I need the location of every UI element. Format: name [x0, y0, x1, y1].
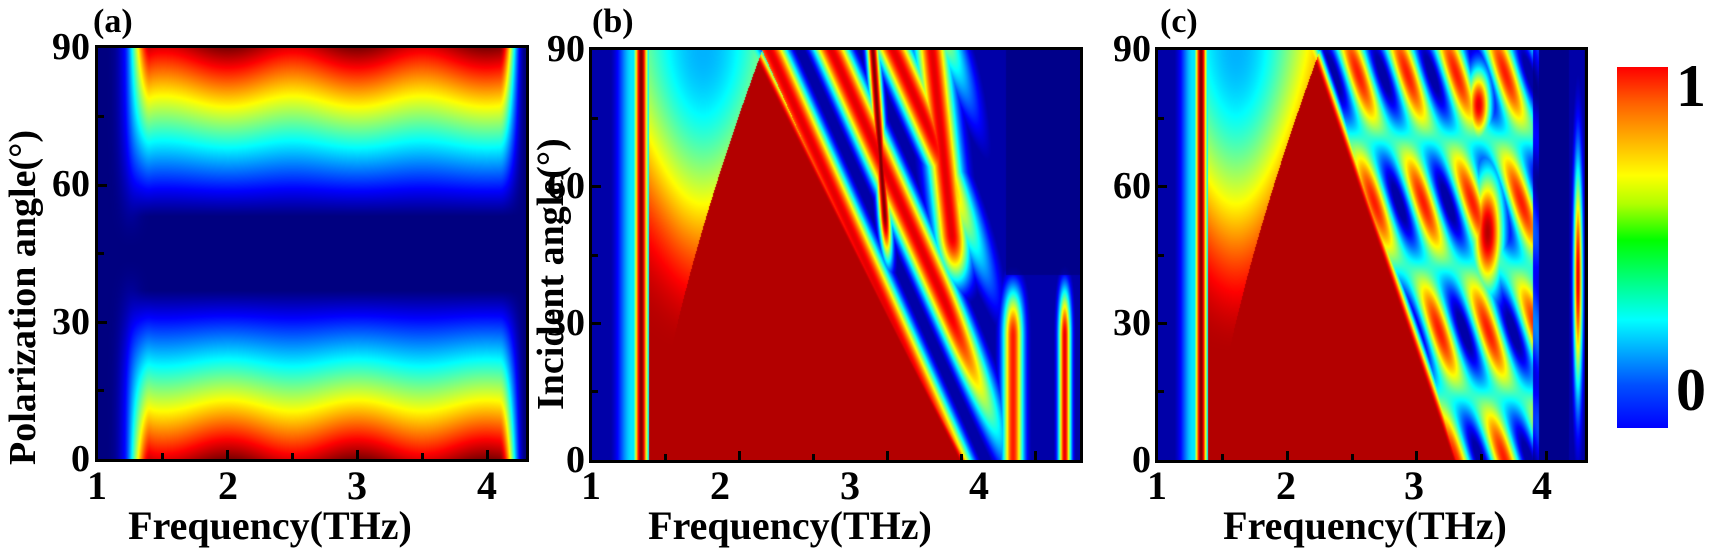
y-tick-mark — [1158, 253, 1164, 257]
heatmap-canvas-c — [1158, 50, 1585, 460]
xtick-4: 4 — [477, 463, 497, 508]
y-tick-mark — [1158, 390, 1164, 394]
ytick-60: 60 — [52, 163, 90, 205]
x-tick-mark — [812, 454, 816, 460]
heatmap-c — [1155, 47, 1588, 463]
ytick-90: 90 — [547, 28, 585, 70]
y-tick-mark — [592, 185, 601, 189]
ytick-60: 60 — [547, 165, 585, 207]
xtick-4: 4 — [969, 463, 989, 508]
x-axis-label-c: Frequency(THz) — [1223, 503, 1507, 548]
y-tick-mark — [1158, 321, 1167, 325]
xtick-3: 3 — [347, 463, 367, 508]
xtick-4: 4 — [1532, 463, 1552, 508]
x-tick-mark — [1479, 454, 1483, 460]
ytick-30: 30 — [1113, 302, 1151, 344]
ytick-0: 0 — [566, 439, 585, 481]
ytick-0: 0 — [71, 438, 90, 480]
x-tick-mark — [161, 453, 165, 459]
ytick-90: 90 — [52, 26, 90, 68]
panel-label-b: (b) — [592, 3, 634, 40]
ytick-30: 30 — [547, 302, 585, 344]
heatmap-a — [95, 45, 529, 462]
x-tick-mark — [1350, 454, 1354, 460]
y-axis-label-b: Incident angle(°) — [530, 138, 572, 410]
x-tick-mark — [664, 454, 668, 460]
panel-label-a: (a) — [93, 3, 133, 40]
y-tick-mark — [98, 183, 107, 187]
ytick-90: 90 — [1113, 28, 1151, 70]
heatmap-canvas-a — [98, 48, 526, 459]
x-tick-mark — [738, 451, 742, 460]
x-tick-mark — [1415, 451, 1419, 460]
y-tick-mark — [592, 321, 601, 325]
ytick-60: 60 — [1113, 165, 1151, 207]
colorbar-max-label: 1 — [1676, 53, 1706, 119]
ytick-0: 0 — [1132, 439, 1151, 481]
x-axis-label-b: Frequency(THz) — [648, 503, 932, 548]
xtick-3: 3 — [1404, 463, 1424, 508]
xtick-1: 1 — [581, 463, 601, 508]
x-tick-mark — [420, 453, 424, 459]
y-tick-mark — [98, 320, 107, 324]
xtick-2: 2 — [1276, 463, 1296, 508]
y-tick-mark — [98, 389, 104, 392]
ytick-30: 30 — [52, 301, 90, 343]
y-tick-mark — [1158, 116, 1164, 120]
x-tick-mark — [1034, 451, 1038, 460]
x-axis-label-a: Frequency(THz) — [128, 503, 412, 548]
x-tick-mark — [355, 450, 359, 459]
panel-label-c: (c) — [1160, 3, 1198, 40]
x-tick-mark — [226, 450, 230, 459]
x-tick-mark — [291, 453, 295, 459]
y-tick-mark — [592, 390, 598, 394]
xtick-3: 3 — [840, 463, 860, 508]
x-tick-mark — [1544, 451, 1548, 460]
y-axis-label-a: Polarization angle(°) — [2, 130, 44, 465]
x-tick-mark — [1221, 454, 1225, 460]
y-tick-mark — [592, 253, 598, 257]
heatmap-b — [589, 47, 1083, 463]
xtick-1: 1 — [1147, 463, 1167, 508]
y-tick-mark — [98, 252, 104, 255]
y-tick-mark — [1158, 185, 1167, 189]
colorbar — [1617, 67, 1668, 428]
x-tick-mark — [1285, 451, 1289, 460]
x-tick-mark — [886, 451, 890, 460]
x-tick-mark — [485, 450, 489, 459]
xtick-1: 1 — [87, 463, 107, 508]
y-tick-mark — [592, 116, 598, 120]
x-tick-mark — [960, 454, 964, 460]
heatmap-canvas-b — [592, 50, 1080, 460]
colorbar-min-label: 0 — [1676, 357, 1706, 423]
xtick-2: 2 — [218, 463, 238, 508]
y-tick-mark — [98, 115, 104, 118]
xtick-2: 2 — [710, 463, 730, 508]
